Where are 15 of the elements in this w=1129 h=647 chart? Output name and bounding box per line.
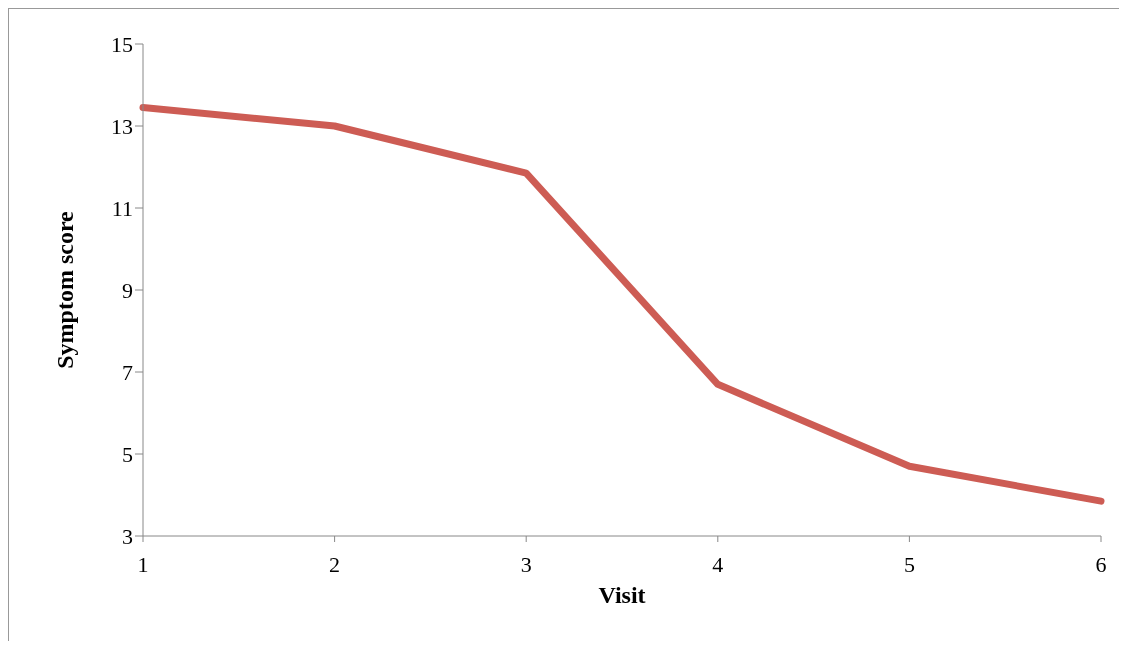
y-tick-label: 9 xyxy=(122,277,133,303)
x-tick-label: 4 xyxy=(712,551,724,577)
x-tick-label: 2 xyxy=(329,551,341,577)
x-tick-label: 5 xyxy=(903,551,915,577)
y-tick-label: 5 xyxy=(122,441,133,467)
x-axis-title: Visit xyxy=(598,582,646,608)
y-tick-label: 15 xyxy=(111,31,133,57)
y-tick-label: 3 xyxy=(122,523,133,549)
y-tick-label: 11 xyxy=(111,195,133,221)
x-tick-label: 6 xyxy=(1095,551,1107,577)
x-tick-label: 3 xyxy=(520,551,532,577)
x-tick-label: 1 xyxy=(137,551,149,577)
y-axis-title: Symptom score xyxy=(51,210,78,369)
y-tick-label: 7 xyxy=(122,359,133,385)
y-tick-label: 13 xyxy=(111,113,133,139)
